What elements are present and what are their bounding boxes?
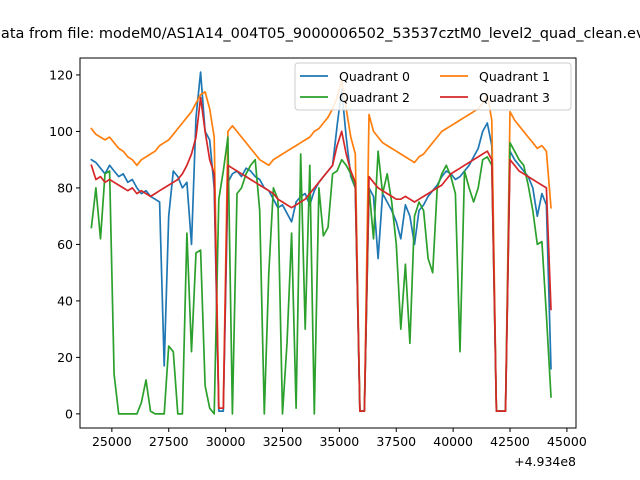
y-tick-label: 100 xyxy=(49,124,73,139)
x-axis: 25000 27500 30000 32500 35000 37500 40000 42500… xyxy=(92,428,587,449)
x-tick-label: 27500 xyxy=(149,434,189,449)
x-tick-label: 32500 xyxy=(263,434,303,449)
legend-box xyxy=(294,62,572,111)
y-tick-label: 80 xyxy=(57,180,73,195)
x-tick-label: 25000 xyxy=(92,434,132,449)
series-layer xyxy=(90,71,552,415)
y-axis: 0 20 40 60 80 100 120 xyxy=(49,67,80,421)
x-offset-label: +4.934e8 xyxy=(514,454,576,469)
x-tick-label: 45000 xyxy=(547,434,587,449)
legend-label-quadrant-1: Quadrant 1 xyxy=(479,69,550,84)
x-tick-label: 37500 xyxy=(376,434,416,449)
x-tick-label: 35000 xyxy=(319,434,359,449)
legend-label-quadrant-3: Quadrant 3 xyxy=(479,90,550,105)
y-tick-label: 20 xyxy=(57,350,73,365)
y-tick-label: 40 xyxy=(57,293,73,308)
series-line-quadrant-1 xyxy=(90,79,552,412)
legend-label-quadrant-2: Quadrant 2 xyxy=(339,90,410,105)
y-tick-label: 0 xyxy=(65,406,73,421)
legend-label-quadrant-0: Quadrant 0 xyxy=(339,69,410,84)
x-tick-label: 40000 xyxy=(433,434,473,449)
legend: Quadrant 0 Quadrant 1 Quadrant 2 Quadrant 3 xyxy=(294,62,572,111)
x-tick-label: 30000 xyxy=(206,434,246,449)
series-line-quadrant-3 xyxy=(90,96,552,412)
y-tick-label: 60 xyxy=(57,237,73,252)
y-tick-label: 120 xyxy=(49,67,73,82)
series-line-quadrant-2 xyxy=(90,136,552,415)
plot-area: 25000 27500 30000 32500 35000 37500 40000 42500… xyxy=(49,57,587,469)
chart-title: Data from file: modeM0/AS1A14_004T05_900… xyxy=(0,26,640,42)
x-tick-label: 42500 xyxy=(490,434,530,449)
axes-frame xyxy=(79,57,577,429)
